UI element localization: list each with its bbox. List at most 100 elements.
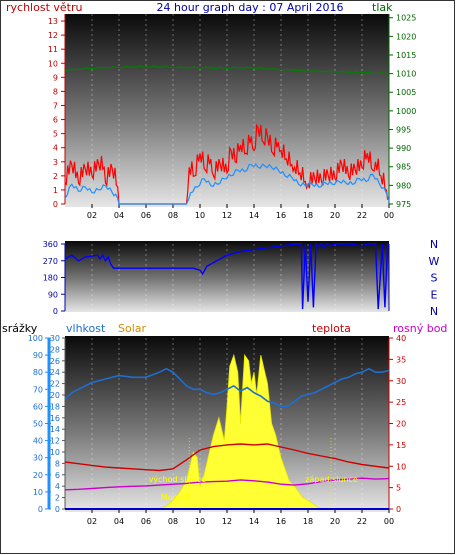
right-tick-label: 990 [396, 144, 411, 153]
left-tick-label: 13 [48, 17, 58, 26]
dewpoint-axis-title: rosný bod [393, 322, 447, 335]
rain-tick-label: 80 [33, 368, 43, 377]
rain-tick-label: 40 [33, 437, 43, 446]
compass-label: N [430, 238, 438, 251]
x-tick-label: 16 [276, 211, 286, 220]
inner-tick-label: 0 [55, 505, 60, 514]
inner-tick-label: 2 [55, 494, 60, 503]
x-tick-label: 14 [249, 517, 259, 526]
humidity-line [64, 367, 390, 408]
inner-tick-label: 14 [50, 425, 60, 434]
left-axis-title: rychlost větru [6, 1, 82, 14]
right-tick-label: 1010 [396, 70, 416, 79]
direction-tick-label: 0 [53, 307, 58, 316]
compass-label: E [431, 288, 438, 301]
rain-tick-label: 0 [38, 505, 43, 514]
left-tick-label: 6 [53, 116, 58, 125]
x-tick-label: 04 [114, 211, 124, 220]
inner-tick-label: 30 [50, 334, 60, 343]
x-tick-label: 02 [87, 211, 97, 220]
x-tick-label: 18 [303, 211, 313, 220]
left-tick-label: 8 [53, 87, 58, 96]
panel-wind-bg [65, 14, 389, 207]
dewpoint-line [64, 477, 390, 491]
page-title: 24 hour graph day : 07 April 2016 [157, 1, 344, 14]
temperature-tick-label: 20 [396, 420, 406, 429]
wind-avg-line [64, 163, 390, 205]
direction-tick-label: 270 [43, 257, 58, 266]
inner-tick-label: 8 [55, 459, 60, 468]
right-tick-label: 985 [396, 163, 411, 172]
right-axis-title: tlak [372, 1, 393, 14]
wind-direction-line [64, 241, 390, 310]
x-tick-label: 10 [195, 211, 205, 220]
left-tick-label: 2 [53, 172, 58, 181]
inner-tick-label: 16 [50, 414, 60, 423]
inner-tick-label: 18 [50, 402, 60, 411]
right-tick-label: 995 [396, 125, 411, 134]
x-tick-label: 12 [222, 517, 232, 526]
temperature-tick-label: 0 [396, 505, 401, 514]
moonrise-label: Moon R [161, 493, 191, 502]
right-tick-label: 1025 [396, 14, 416, 23]
rain-tick-label: 20 [33, 471, 43, 480]
x-tick-label: 22 [357, 211, 367, 220]
sunset-label: západ slunce [305, 475, 358, 484]
x-tick-label: 04 [114, 517, 124, 526]
temperature-tick-label: 10 [396, 462, 406, 471]
pressure-line [64, 65, 390, 75]
right-tick-label: 1005 [396, 88, 416, 97]
rain-tick-label: 100 [28, 334, 43, 343]
left-tick-label: 7 [53, 101, 58, 110]
inner-tick-label: 24 [50, 368, 60, 377]
x-tick-label: 00 [384, 517, 394, 526]
inner-tick-label: 26 [50, 357, 60, 366]
left-tick-label: 0 [53, 200, 58, 209]
left-tick-label: 1 [53, 186, 58, 195]
left-tick-label: 3 [53, 158, 58, 167]
humidity-axis-title: vlhkost [66, 322, 106, 335]
x-tick-label: 00 [384, 211, 394, 220]
x-tick-label: 12 [222, 211, 232, 220]
temperature-tick-label: 35 [396, 355, 406, 364]
left-tick-label: 5 [53, 130, 58, 139]
panel-direction-bg [65, 241, 389, 312]
direction-tick-label: 90 [48, 290, 58, 299]
inner-tick-label: 20 [50, 391, 60, 400]
rain-tick-label: 60 [33, 402, 43, 411]
rain-tick-label: 10 [33, 488, 43, 497]
x-tick-label: 18 [303, 517, 313, 526]
right-tick-label: 1020 [396, 32, 416, 41]
x-tick-label: 14 [249, 211, 259, 220]
left-tick-label: 9 [53, 73, 58, 82]
x-tick-label: 20 [330, 517, 340, 526]
x-tick-label: 06 [141, 517, 151, 526]
temperature-line [64, 443, 390, 472]
direction-tick-label: 180 [43, 274, 58, 283]
compass-label: W [429, 255, 440, 268]
chart-marks: 0123456789101112139759809859909951000100… [28, 14, 440, 526]
x-tick-label: 22 [357, 517, 367, 526]
temperature-tick-label: 25 [396, 398, 406, 407]
left-tick-label: 10 [48, 59, 58, 68]
left-tick-label: 12 [48, 31, 58, 40]
compass-label: N [430, 305, 438, 318]
solar-axis-title: Solar [118, 322, 147, 335]
x-tick-label: 02 [87, 517, 97, 526]
temperature-tick-label: 15 [396, 441, 406, 450]
x-tick-label: 16 [276, 517, 286, 526]
inner-tick-label: 4 [55, 482, 60, 491]
x-tick-label: 06 [141, 211, 151, 220]
inner-tick-label: 22 [50, 380, 60, 389]
right-tick-label: 975 [396, 200, 411, 209]
sunrise-label: východ slunce [149, 475, 206, 484]
rain-axis-title: srážky [2, 322, 38, 335]
x-tick-label: 20 [330, 211, 340, 220]
rain-tick-label: 30 [33, 454, 43, 463]
right-tick-label: 980 [396, 181, 411, 190]
compass-label: S [431, 272, 438, 285]
temperature-tick-label: 30 [396, 377, 406, 386]
